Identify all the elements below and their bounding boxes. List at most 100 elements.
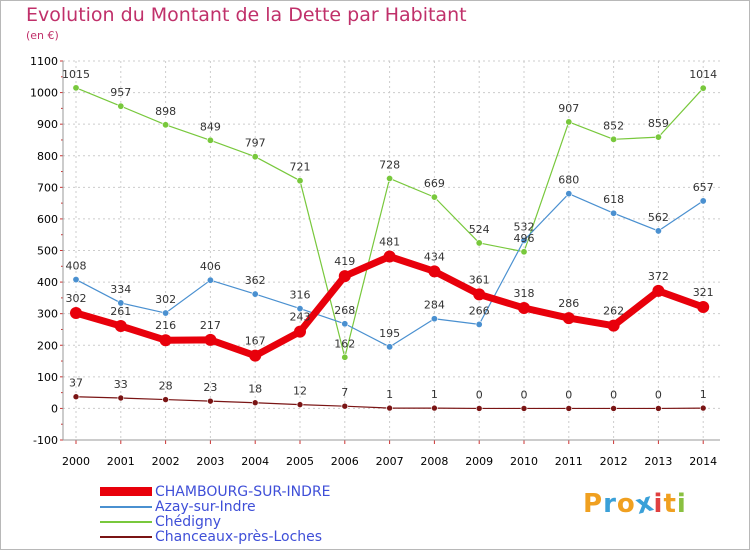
data-point: [117, 102, 125, 110]
data-point: [114, 319, 127, 332]
data-point: [565, 405, 573, 412]
data-label: 302: [155, 293, 176, 306]
data-label: 1: [431, 388, 438, 401]
data-label: 524: [469, 223, 490, 236]
data-label: 321: [693, 286, 714, 299]
chart-unit-label: (en €): [26, 29, 59, 42]
data-point: [338, 270, 351, 283]
data-label: 261: [110, 305, 131, 318]
data-label: 721: [290, 161, 311, 174]
x-tick-label: 2012: [600, 455, 628, 468]
data-point: [162, 121, 170, 129]
data-point: [699, 404, 707, 412]
data-label: 898: [155, 105, 176, 118]
data-point: [159, 334, 172, 347]
legend: CHAMBOURG-SUR-INDRE Azay-sur-Indre Chédign…: [100, 483, 331, 545]
data-label: 37: [69, 377, 83, 390]
data-point: [296, 305, 304, 313]
data-label: 1: [386, 388, 393, 401]
data-point: [475, 239, 483, 247]
x-tick-label: 2014: [689, 455, 717, 468]
data-point: [562, 312, 575, 325]
data-point: [431, 404, 438, 412]
data-point: [520, 236, 528, 244]
data-label: 0: [610, 388, 617, 401]
logo-letter: i: [676, 489, 687, 519]
data-label: 266: [469, 304, 490, 317]
data-label: 23: [203, 381, 217, 394]
legend-swatch: [100, 505, 152, 508]
legend-label: Chédigny: [155, 513, 222, 530]
x-tick-label: 2006: [331, 455, 359, 468]
data-label: 361: [469, 273, 490, 286]
x-tick-label: 2004: [241, 455, 269, 468]
legend-label: CHAMBOURG-SUR-INDRE: [155, 483, 331, 500]
data-point: [518, 301, 530, 314]
data-point: [428, 265, 441, 278]
y-tick-label: 1000: [30, 87, 58, 100]
data-label: 419: [334, 255, 355, 268]
data-point: [475, 320, 483, 328]
data-label: 372: [648, 270, 669, 283]
x-tick-label: 2002: [152, 455, 180, 468]
data-point: [207, 397, 214, 405]
data-point: [610, 405, 617, 412]
legend-swatch: [100, 520, 152, 523]
data-label: 669: [424, 177, 445, 190]
y-tick-label: 500: [37, 245, 58, 258]
y-tick-label: -100: [33, 434, 58, 447]
data-point: [296, 401, 304, 408]
data-point: [654, 227, 662, 235]
data-point: [699, 197, 707, 205]
legend-item: CHAMBOURG-SUR-INDRE: [100, 483, 331, 500]
data-point: [386, 174, 394, 182]
data-point: [72, 393, 80, 401]
x-tick-label: 2010: [510, 455, 538, 468]
data-point: [296, 177, 304, 185]
x-tick-label: 2007: [376, 455, 404, 468]
legend-item: Chanceaux-près-Loches: [100, 529, 331, 545]
data-point: [520, 405, 528, 412]
data-label: 284: [424, 299, 445, 312]
x-tick-label: 2013: [644, 455, 672, 468]
logo-letter: P: [583, 489, 604, 519]
data-label: 434: [424, 250, 445, 263]
data-point: [697, 301, 710, 314]
data-point: [473, 288, 486, 301]
data-point: [117, 394, 125, 402]
data-point: [204, 333, 217, 346]
logo-letter: o: [616, 489, 636, 519]
legend-label: Azay-sur-Indre: [155, 498, 256, 515]
proxiti-logo: Proxiti: [583, 487, 687, 521]
data-point: [520, 248, 528, 256]
data-label: 859: [648, 117, 669, 130]
data-label: 0: [565, 388, 572, 401]
x-tick-label: 2001: [107, 455, 135, 468]
data-label: 18: [248, 383, 262, 396]
data-point: [251, 290, 259, 298]
data-label: 12: [293, 385, 307, 398]
data-label: 797: [245, 137, 266, 150]
data-point: [565, 190, 573, 198]
data-point: [117, 299, 125, 307]
data-point: [341, 353, 349, 361]
data-point: [654, 133, 662, 141]
data-point: [162, 396, 169, 403]
legend-item: Azay-sur-Indre: [100, 498, 331, 515]
data-label: 216: [155, 319, 176, 332]
data-point: [70, 307, 82, 320]
data-label: 162: [334, 337, 355, 350]
data-point: [341, 402, 349, 410]
data-label: 406: [200, 260, 221, 273]
x-tick-label: 2008: [420, 455, 448, 468]
y-tick-label: 300: [37, 308, 58, 321]
legend-swatch: [100, 487, 152, 496]
data-point: [162, 309, 170, 317]
data-label: 0: [655, 388, 662, 401]
data-label: 0: [476, 388, 483, 401]
x-tick-label: 2005: [286, 455, 314, 468]
data-point: [610, 135, 618, 143]
x-tick-label: 2011: [555, 455, 583, 468]
y-tick-label: 900: [37, 118, 58, 131]
